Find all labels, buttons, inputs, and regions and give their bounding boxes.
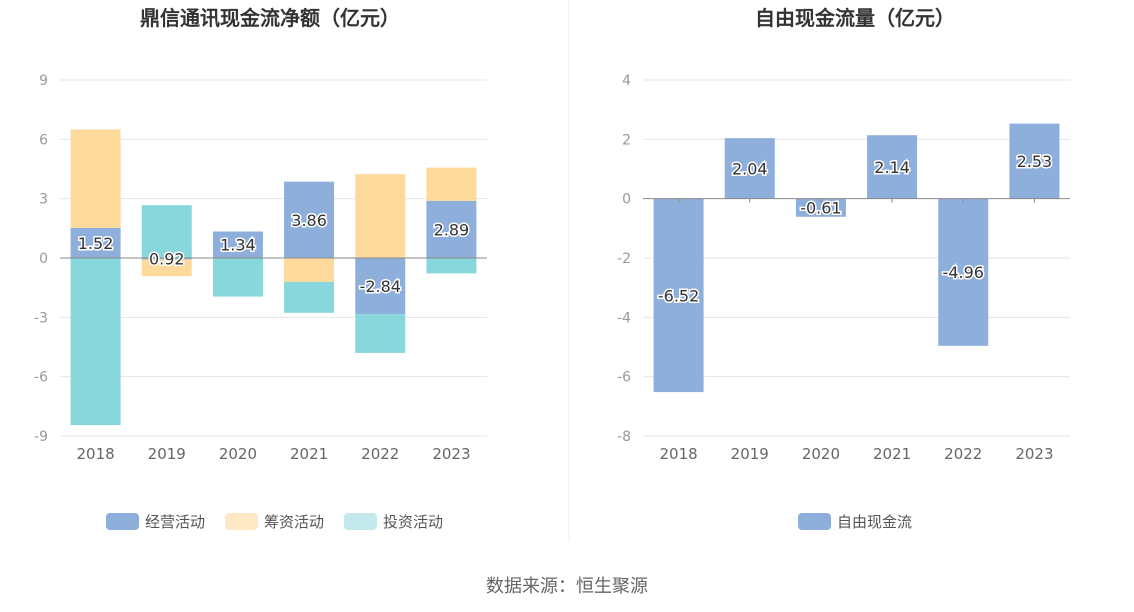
bar — [795, 198, 846, 217]
bar-segment — [426, 258, 477, 274]
bar-segment — [426, 200, 477, 258]
bar-segment — [70, 258, 121, 426]
bar-segment — [355, 314, 406, 353]
bar-segment — [284, 258, 335, 282]
y-tick-label: -9 — [34, 429, 48, 445]
x-tick-label: 2018 — [659, 445, 697, 463]
y-tick-label: 0 — [622, 192, 631, 208]
x-tick-label: 2019 — [148, 445, 186, 463]
x-tick-label: 2020 — [219, 445, 257, 463]
y-tick-label: 6 — [39, 132, 48, 148]
bar — [724, 138, 775, 199]
bar-segment — [426, 167, 477, 201]
bar-segment — [284, 181, 335, 258]
bar — [1009, 123, 1060, 199]
y-tick-label: -2 — [617, 251, 631, 267]
y-tick-label: -3 — [34, 310, 48, 326]
y-tick-label: -6 — [34, 370, 48, 386]
x-tick-label: 2021 — [290, 445, 328, 463]
data-label: -0.61 — [800, 199, 841, 218]
legend-swatch — [798, 513, 831, 530]
legend-label: 投资活动 — [383, 513, 443, 531]
data-label: 3.86 — [291, 211, 327, 230]
x-tick-label: 2018 — [76, 445, 114, 463]
bar-segment — [284, 281, 335, 313]
x-tick-label: 2022 — [944, 445, 982, 463]
legend-label: 筹资活动 — [264, 513, 324, 531]
bar — [867, 135, 918, 199]
data-label: 2.53 — [1017, 152, 1053, 171]
bar-segment — [141, 205, 192, 258]
legend-label: 经营活动 — [145, 513, 205, 531]
data-source: 数据来源：恒生聚源 — [486, 576, 648, 597]
data-label: 2.14 — [874, 158, 910, 177]
y-tick-label: 9 — [39, 73, 48, 89]
y-tick-label: 0 — [39, 251, 48, 267]
y-tick-label: -4 — [617, 310, 631, 326]
bar-segment — [70, 129, 121, 228]
x-tick-label: 2020 — [802, 445, 840, 463]
chart-title: 自由现金流量（亿元） — [755, 6, 955, 30]
bar-segment — [141, 259, 192, 277]
bar-segment — [355, 258, 406, 315]
legend-swatch — [225, 513, 258, 530]
bar-segment — [70, 227, 121, 258]
data-label: 1.52 — [78, 234, 114, 253]
y-tick-label: -6 — [617, 370, 631, 386]
bar-segment — [212, 231, 263, 258]
data-label: -4.96 — [943, 263, 984, 282]
legend-swatch — [344, 513, 377, 530]
y-tick-label: 3 — [39, 192, 48, 208]
bar-segment — [141, 258, 192, 260]
x-tick-label: 2023 — [1015, 445, 1053, 463]
y-tick-label: 4 — [622, 73, 631, 89]
x-tick-label: 2023 — [432, 445, 470, 463]
x-tick-label: 2019 — [731, 445, 769, 463]
y-tick-label: -8 — [617, 429, 631, 445]
x-tick-label: 2022 — [361, 445, 399, 463]
bar — [653, 198, 704, 393]
legend-label: 自由现金流 — [837, 513, 912, 531]
bar-segment — [355, 174, 406, 258]
y-tick-label: 2 — [622, 132, 631, 148]
legend-swatch — [106, 513, 139, 530]
bar-segment — [212, 258, 263, 297]
data-label: -6.52 — [658, 286, 699, 305]
data-label: 1.34 — [220, 236, 256, 255]
x-tick-label: 2021 — [873, 445, 911, 463]
data-label: 2.89 — [434, 220, 470, 239]
data-label: 2.04 — [732, 159, 768, 178]
data-label: 0.92 — [149, 250, 185, 269]
bar — [938, 198, 989, 346]
data-label: -2.84 — [360, 277, 401, 296]
chart-title: 鼎信通讯现金流净额（亿元） — [140, 6, 400, 30]
